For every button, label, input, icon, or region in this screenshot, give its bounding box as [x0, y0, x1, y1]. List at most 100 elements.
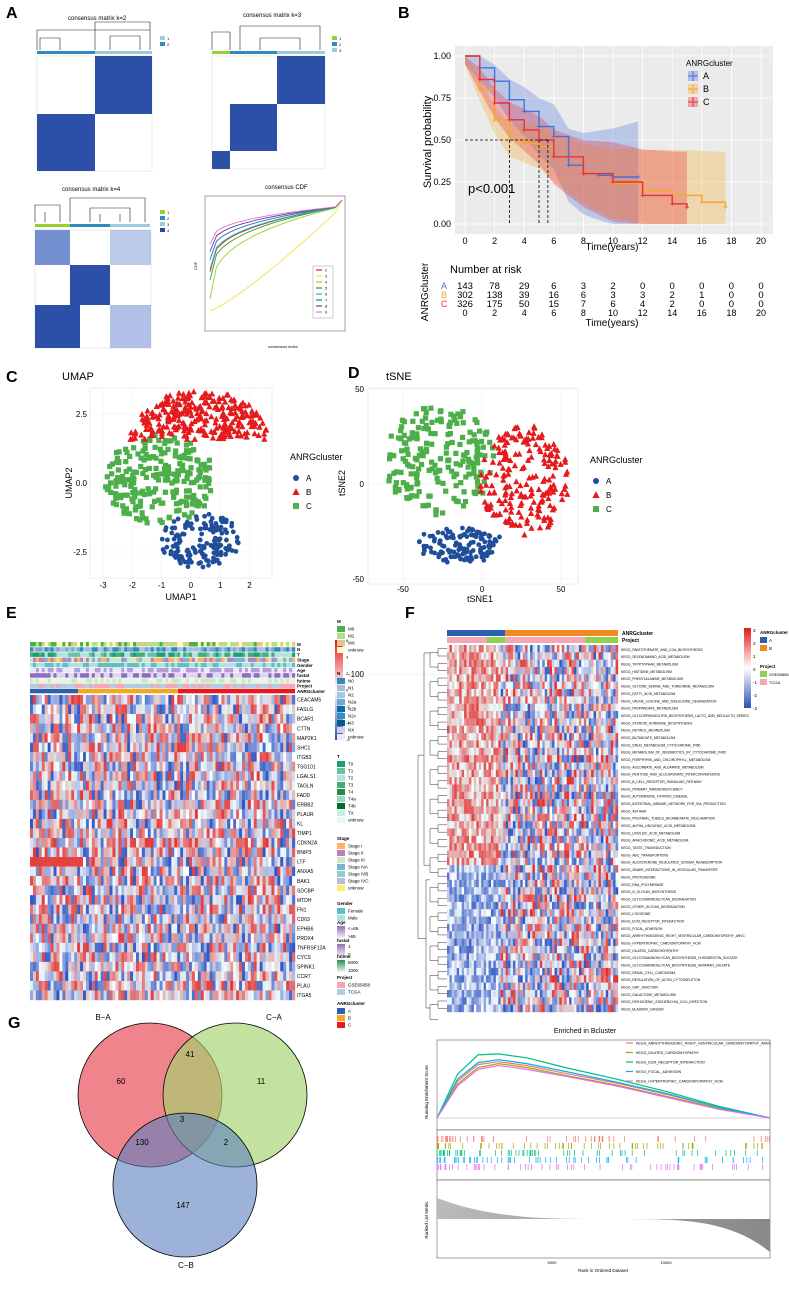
point-cluster-c: [165, 476, 170, 481]
point-cluster-c: [162, 441, 167, 446]
point-cluster-c: [429, 420, 434, 425]
point-cluster-a: [436, 530, 441, 535]
e-gene-label: LTF: [297, 860, 306, 866]
point-cluster-a: [169, 531, 174, 536]
scatter-legend-label: C: [306, 502, 312, 511]
e-gene-label: BNIP3: [297, 850, 312, 856]
k2-legend-1: 1: [167, 36, 170, 41]
e-legend-swatch: [337, 633, 345, 639]
panel-letter-a: A: [6, 5, 18, 22]
point-cluster-a: [219, 525, 224, 530]
point-cluster-c: [414, 475, 419, 480]
point-cluster-a: [160, 537, 165, 542]
point-cluster-c: [423, 415, 428, 420]
f-pathway-label: KEGG_METABOLISM_OF_XENOBIOTICS_BY_CYTOCH…: [621, 751, 726, 755]
km-ytick: 0.75: [433, 93, 451, 103]
e-legend-label: TX: [348, 811, 354, 816]
point-cluster-c: [404, 447, 409, 452]
e-legend-swatch: [337, 720, 345, 726]
e-legend-label: T0: [348, 762, 354, 767]
e-gene-label: FADD: [297, 793, 311, 799]
point-cluster-a: [220, 516, 225, 521]
point-cluster-c: [445, 458, 450, 463]
e-legend-label: M0: [348, 627, 355, 632]
e-legend-label: Stage II: [348, 851, 364, 856]
point-cluster-c: [180, 462, 185, 467]
tsne-xtick: -50: [397, 585, 409, 594]
point-cluster-c: [108, 490, 113, 495]
point-cluster-a: [198, 526, 203, 531]
risk-xtick: 18: [726, 308, 736, 318]
point-cluster-c: [473, 417, 478, 422]
e-legend-label: N1: [348, 686, 354, 691]
point-cluster-c: [189, 510, 194, 515]
point-cluster-a: [215, 558, 220, 563]
venn-label-b-a: B−A: [95, 1013, 111, 1022]
e-legend-swatch: [337, 817, 345, 823]
point-cluster-c: [131, 476, 136, 481]
point-cluster-c: [109, 471, 114, 476]
point-cluster-c: [450, 440, 455, 445]
tsne-legend-title: ANRGcluster: [590, 455, 643, 465]
point-cluster-c: [491, 453, 496, 458]
e-legend-swatch: [337, 713, 345, 719]
point-cluster-c: [106, 485, 111, 490]
point-cluster-c: [145, 520, 150, 525]
point-cluster-c: [473, 491, 478, 496]
f-pathway-label: KEGG_LYSOSOME: [621, 912, 651, 916]
point-cluster-c: [198, 469, 203, 474]
point-cluster-c: [444, 445, 449, 450]
scatter-legend-label: A: [306, 474, 312, 483]
point-cluster-c: [116, 449, 121, 454]
e-annot-label: ANRGcluster: [297, 689, 325, 694]
f-annot-label: ANRGcluster: [622, 631, 653, 637]
gsea-legend-label: KEGG_DILATED_CARDIOMYOPATHY: [636, 1051, 700, 1055]
point-cluster-a: [206, 558, 211, 563]
point-cluster-a: [482, 540, 487, 545]
point-cluster-a: [440, 550, 445, 555]
gsea-plot: Enriched in Bcluster Running Enrichment …: [424, 1028, 771, 1273]
point-cluster-c: [414, 457, 419, 462]
f-pathway-label: KEGG_B_CELL_RECEPTOR_SIGNALING_PATHWAY: [621, 780, 703, 784]
f-pathway-label: KEGG_HISTIDINE_METABOLISM: [621, 670, 672, 674]
point-cluster-a: [197, 543, 202, 548]
e-legend-swatch: [337, 768, 345, 774]
point-cluster-c: [177, 500, 182, 505]
e-legend-swatch: [337, 647, 345, 653]
scatter-legend-label: C: [606, 505, 612, 514]
point-cluster-c: [138, 464, 143, 469]
venn-count-ca-cb: 2: [224, 1138, 229, 1147]
k3-legend-3: 3: [339, 48, 342, 53]
point-cluster-c: [477, 429, 482, 434]
f-legend-title: ANRGcluster: [760, 630, 788, 635]
point-cluster-a: [174, 533, 179, 538]
point-cluster-c: [420, 503, 425, 508]
point-cluster-a: [481, 558, 486, 563]
umap-ytick: 2.5: [76, 410, 88, 419]
km-xtick: 6: [551, 236, 556, 246]
e-gene-label: BCAR1: [297, 717, 314, 723]
e-legend-label: unknow: [348, 648, 364, 653]
point-cluster-c: [138, 503, 143, 508]
point-cluster-c: [180, 468, 185, 473]
point-cluster-c: [147, 466, 152, 471]
km-xtick: 20: [756, 236, 766, 246]
f-pathway-label: KEGG_BUTANOATE_METABOLISM: [621, 736, 675, 740]
venn-label-c-a: C−A: [266, 1013, 282, 1022]
risk-xtick: 6: [551, 308, 556, 318]
point-cluster-a: [235, 535, 240, 540]
point-cluster-c: [483, 431, 488, 436]
e-legend-label: T4b: [348, 804, 356, 809]
risk-xtick: 10: [608, 308, 618, 318]
km-ytick: 0.50: [433, 135, 451, 145]
e-legend-label: T3: [348, 783, 354, 788]
point-cluster-c: [160, 501, 165, 506]
point-cluster-c: [162, 466, 167, 471]
point-cluster-a: [209, 519, 214, 524]
point-cluster-c: [166, 471, 171, 476]
risk-xtick: 4: [522, 308, 527, 318]
f-pathway-label: KEGG_SELENOAMINO_ACID_METABOLISM: [621, 655, 690, 659]
e-scale-label: 4: [346, 655, 349, 660]
e-legend-title: M: [337, 619, 341, 624]
